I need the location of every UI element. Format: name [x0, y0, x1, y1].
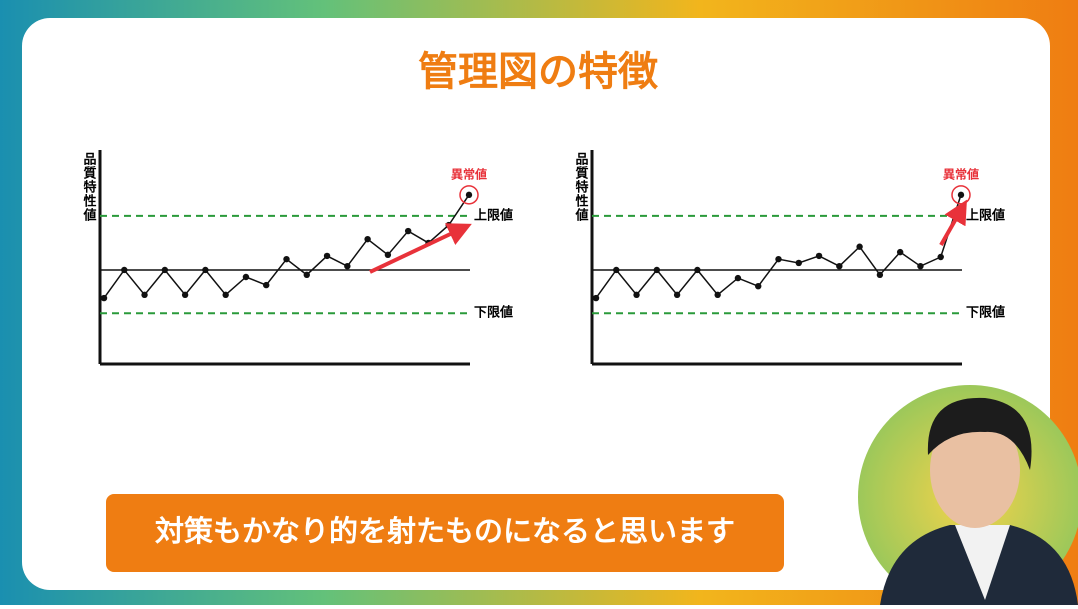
data-point [465, 191, 473, 199]
data-point [592, 294, 600, 302]
data-point [384, 251, 392, 259]
presenter [858, 385, 1078, 609]
data-point [673, 291, 681, 299]
data-point [896, 248, 904, 256]
data-point [242, 273, 250, 281]
data-point [181, 291, 189, 299]
data-point [404, 227, 412, 235]
data-point [755, 282, 762, 290]
data-point [100, 294, 108, 302]
data-point [917, 262, 924, 270]
upper-limit-label: 上限値 [474, 207, 513, 223]
upper-limit-label: 上限値 [966, 207, 1005, 223]
slide-title: 管理図の特徴 [418, 49, 659, 95]
outlier-label: 異常値 [943, 166, 979, 181]
data-point [323, 252, 331, 260]
data-point [161, 266, 169, 274]
data-point [815, 252, 823, 260]
presenter-shirt [955, 525, 1010, 600]
caption-box [106, 494, 784, 572]
y-axis-label: 品質特性値 [573, 152, 590, 222]
slide [22, 18, 1050, 590]
lower-limit-label: 下限値 [966, 305, 1005, 321]
trend-arrow [369, 223, 472, 274]
data-point [653, 266, 661, 274]
data-point [694, 266, 701, 274]
data-point [121, 266, 128, 274]
data-point [364, 235, 371, 243]
data-point [303, 271, 310, 279]
data-point [344, 262, 351, 270]
data-point [937, 253, 944, 261]
data-point [957, 191, 965, 199]
data-point [714, 291, 721, 299]
data-point [876, 271, 884, 279]
control-chart: 品質特性値上限値下限値 異常値 [573, 150, 1005, 366]
y-axis-label: 品質特性値 [81, 152, 98, 222]
trend-arrow [939, 199, 967, 246]
presenter-hair [927, 397, 1032, 470]
data-point [445, 221, 452, 229]
presenter-face [930, 412, 1020, 528]
outlier-label: 異常値 [451, 166, 487, 181]
data-point [613, 266, 620, 274]
control-chart: 品質特性値上限値下限値 異常値 [81, 150, 513, 366]
data-point [836, 262, 843, 270]
data-point [633, 291, 640, 299]
data-point [202, 266, 209, 274]
data-point [141, 291, 148, 299]
data-point [795, 259, 802, 267]
outlier-ring [459, 185, 479, 205]
data-point [734, 274, 742, 282]
data-point [775, 255, 782, 263]
caption: 対策もかなり的を射たものになると思います [155, 514, 735, 548]
lower-limit-label: 下限値 [474, 305, 513, 321]
data-point [283, 255, 290, 263]
data-point [263, 281, 270, 289]
data-point [856, 243, 863, 250]
data-point [222, 291, 229, 299]
